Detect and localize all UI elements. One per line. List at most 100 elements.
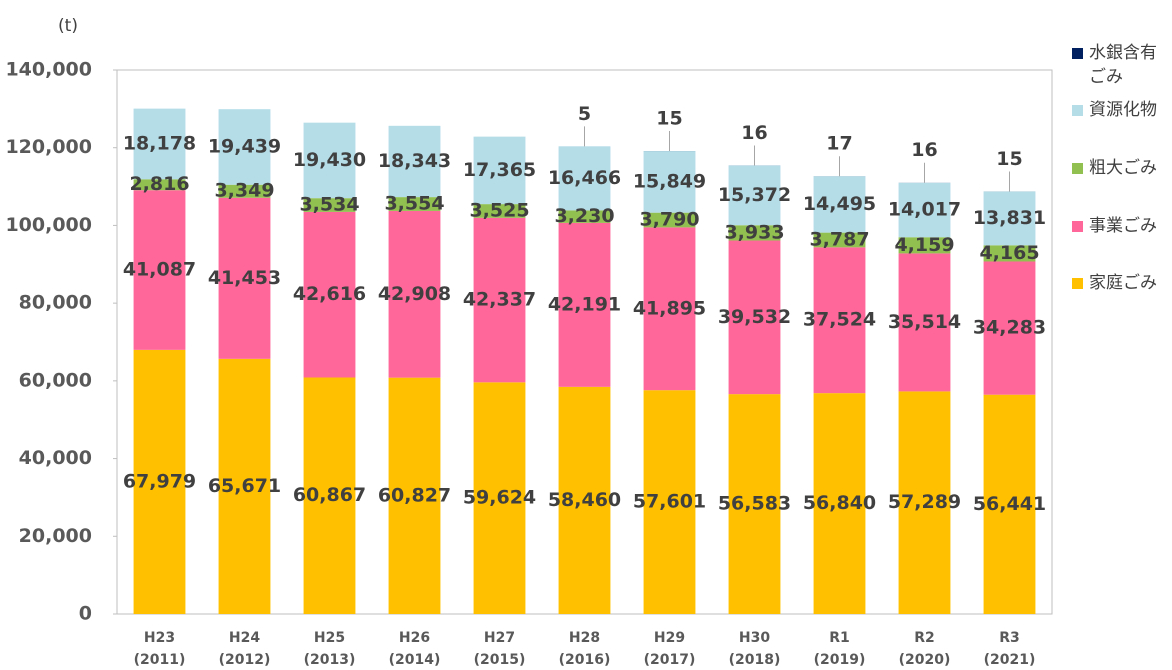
bar-segment: [473, 204, 526, 218]
legend-label: 事業ごみ: [1089, 216, 1157, 236]
bar-segment: [983, 191, 1036, 246]
data-label: 14,017: [888, 199, 961, 221]
bar-segment: [898, 253, 951, 392]
legend-label: 家庭ごみ: [1089, 273, 1157, 293]
legend-item: 事業ごみ: [1072, 214, 1172, 238]
data-label: 37,524: [803, 309, 876, 331]
data-label: 42,191: [548, 293, 621, 315]
data-label: 59,624: [463, 487, 536, 509]
bar-segment: [218, 358, 271, 614]
bar-segment: [983, 245, 1036, 262]
bar-segment: [473, 217, 526, 383]
bar-segment: [813, 232, 866, 248]
data-label: 13,831: [973, 207, 1046, 229]
data-label: 65,671: [208, 475, 281, 497]
data-label: 14,495: [803, 193, 876, 215]
x-tick-label: H26 (2014): [388, 630, 441, 668]
data-label: 18,343: [378, 150, 451, 172]
bar-segment: [983, 394, 1036, 614]
data-label: 39,532: [718, 306, 791, 328]
x-tick-label: H24 (2012): [218, 630, 271, 668]
x-tick-label: H30 (2018): [728, 630, 781, 668]
data-label: 16,466: [548, 167, 621, 189]
bar-segment: [303, 122, 356, 199]
data-label: 3,534: [299, 194, 359, 216]
data-label: 41,453: [208, 267, 281, 289]
x-tick-label: R1 (2019): [813, 630, 866, 668]
data-label: 17: [826, 133, 852, 155]
data-label: 15,849: [633, 170, 706, 192]
legend-swatch: [1072, 221, 1083, 232]
x-tick-label: H27 (2015): [473, 630, 526, 668]
x-tick-label: R2 (2020): [898, 630, 951, 668]
data-label: 41,087: [123, 259, 196, 281]
bar-segment: [473, 382, 526, 614]
data-label: 17,365: [463, 159, 536, 181]
data-label: 16: [911, 139, 937, 161]
x-tick-label: H29 (2017): [643, 630, 696, 668]
bar-segment: [218, 109, 271, 185]
legend-swatch: [1072, 278, 1083, 289]
bar-segment: [558, 222, 611, 387]
data-label: 41,895: [633, 297, 706, 319]
legend-label: 粗大ごみ: [1089, 158, 1157, 178]
bar-segment: [813, 393, 866, 614]
bar-segment: [558, 146, 611, 211]
data-label: 57,289: [888, 491, 961, 513]
bar-segment: [898, 182, 951, 238]
data-label: 3,787: [809, 228, 869, 250]
bar-segment: [558, 210, 611, 223]
bar-segment: [813, 176, 866, 233]
data-label: 3,933: [724, 221, 784, 243]
data-label: 34,283: [973, 317, 1046, 339]
data-label: 3,790: [639, 209, 699, 231]
y-tick-label: 60,000: [19, 369, 92, 391]
legend-label: 水銀含有ごみ: [1089, 43, 1157, 87]
bar-segment: [643, 212, 696, 228]
x-tick-label: H25 (2013): [303, 630, 356, 668]
legend-item: 粗大ごみ: [1072, 156, 1172, 180]
bar-segment: [728, 165, 781, 226]
data-label: 60,827: [378, 484, 451, 506]
bar-segment: [303, 198, 356, 212]
bar-segment: [558, 386, 611, 614]
x-tick-label: H28 (2016): [558, 630, 611, 668]
data-label: 42,337: [463, 289, 536, 311]
legend-item: 家庭ごみ: [1072, 271, 1172, 295]
data-label: 3,554: [384, 193, 444, 215]
legend-swatch: [1072, 105, 1083, 116]
y-tick-label: 100,000: [5, 214, 92, 236]
bar-segment: [728, 394, 781, 614]
y-tick-label: 20,000: [19, 525, 92, 547]
bar-segment: [388, 210, 441, 378]
bar-segment: [303, 211, 356, 378]
data-label: 57,601: [633, 491, 706, 513]
data-label: 58,460: [548, 489, 621, 511]
bar-segment: [643, 390, 696, 614]
bar-segment: [133, 108, 186, 180]
data-label: 3,525: [469, 199, 529, 221]
bar-segment: [643, 227, 696, 391]
bar-segment: [218, 184, 271, 198]
bar-segment: [983, 261, 1036, 395]
data-label: 5: [578, 103, 591, 125]
y-axis-label: (t): [58, 16, 78, 36]
bar-segment: [388, 377, 441, 614]
bar-segment: [728, 225, 781, 241]
bar-segment: [388, 197, 441, 211]
data-label: 19,439: [208, 135, 281, 157]
legend-swatch: [1072, 48, 1083, 59]
legend-label: 資源化物: [1089, 100, 1157, 120]
data-label: 15: [656, 108, 682, 130]
data-label: 15: [996, 148, 1022, 170]
bar-segment: [643, 151, 696, 213]
bar-segment: [813, 247, 866, 394]
data-label: 19,430: [293, 149, 366, 171]
bar-segment: [728, 240, 781, 395]
data-label: 56,840: [803, 492, 876, 514]
data-label: 42,616: [293, 283, 366, 305]
y-tick-label: 0: [79, 603, 92, 625]
bar-segment: [303, 377, 356, 614]
